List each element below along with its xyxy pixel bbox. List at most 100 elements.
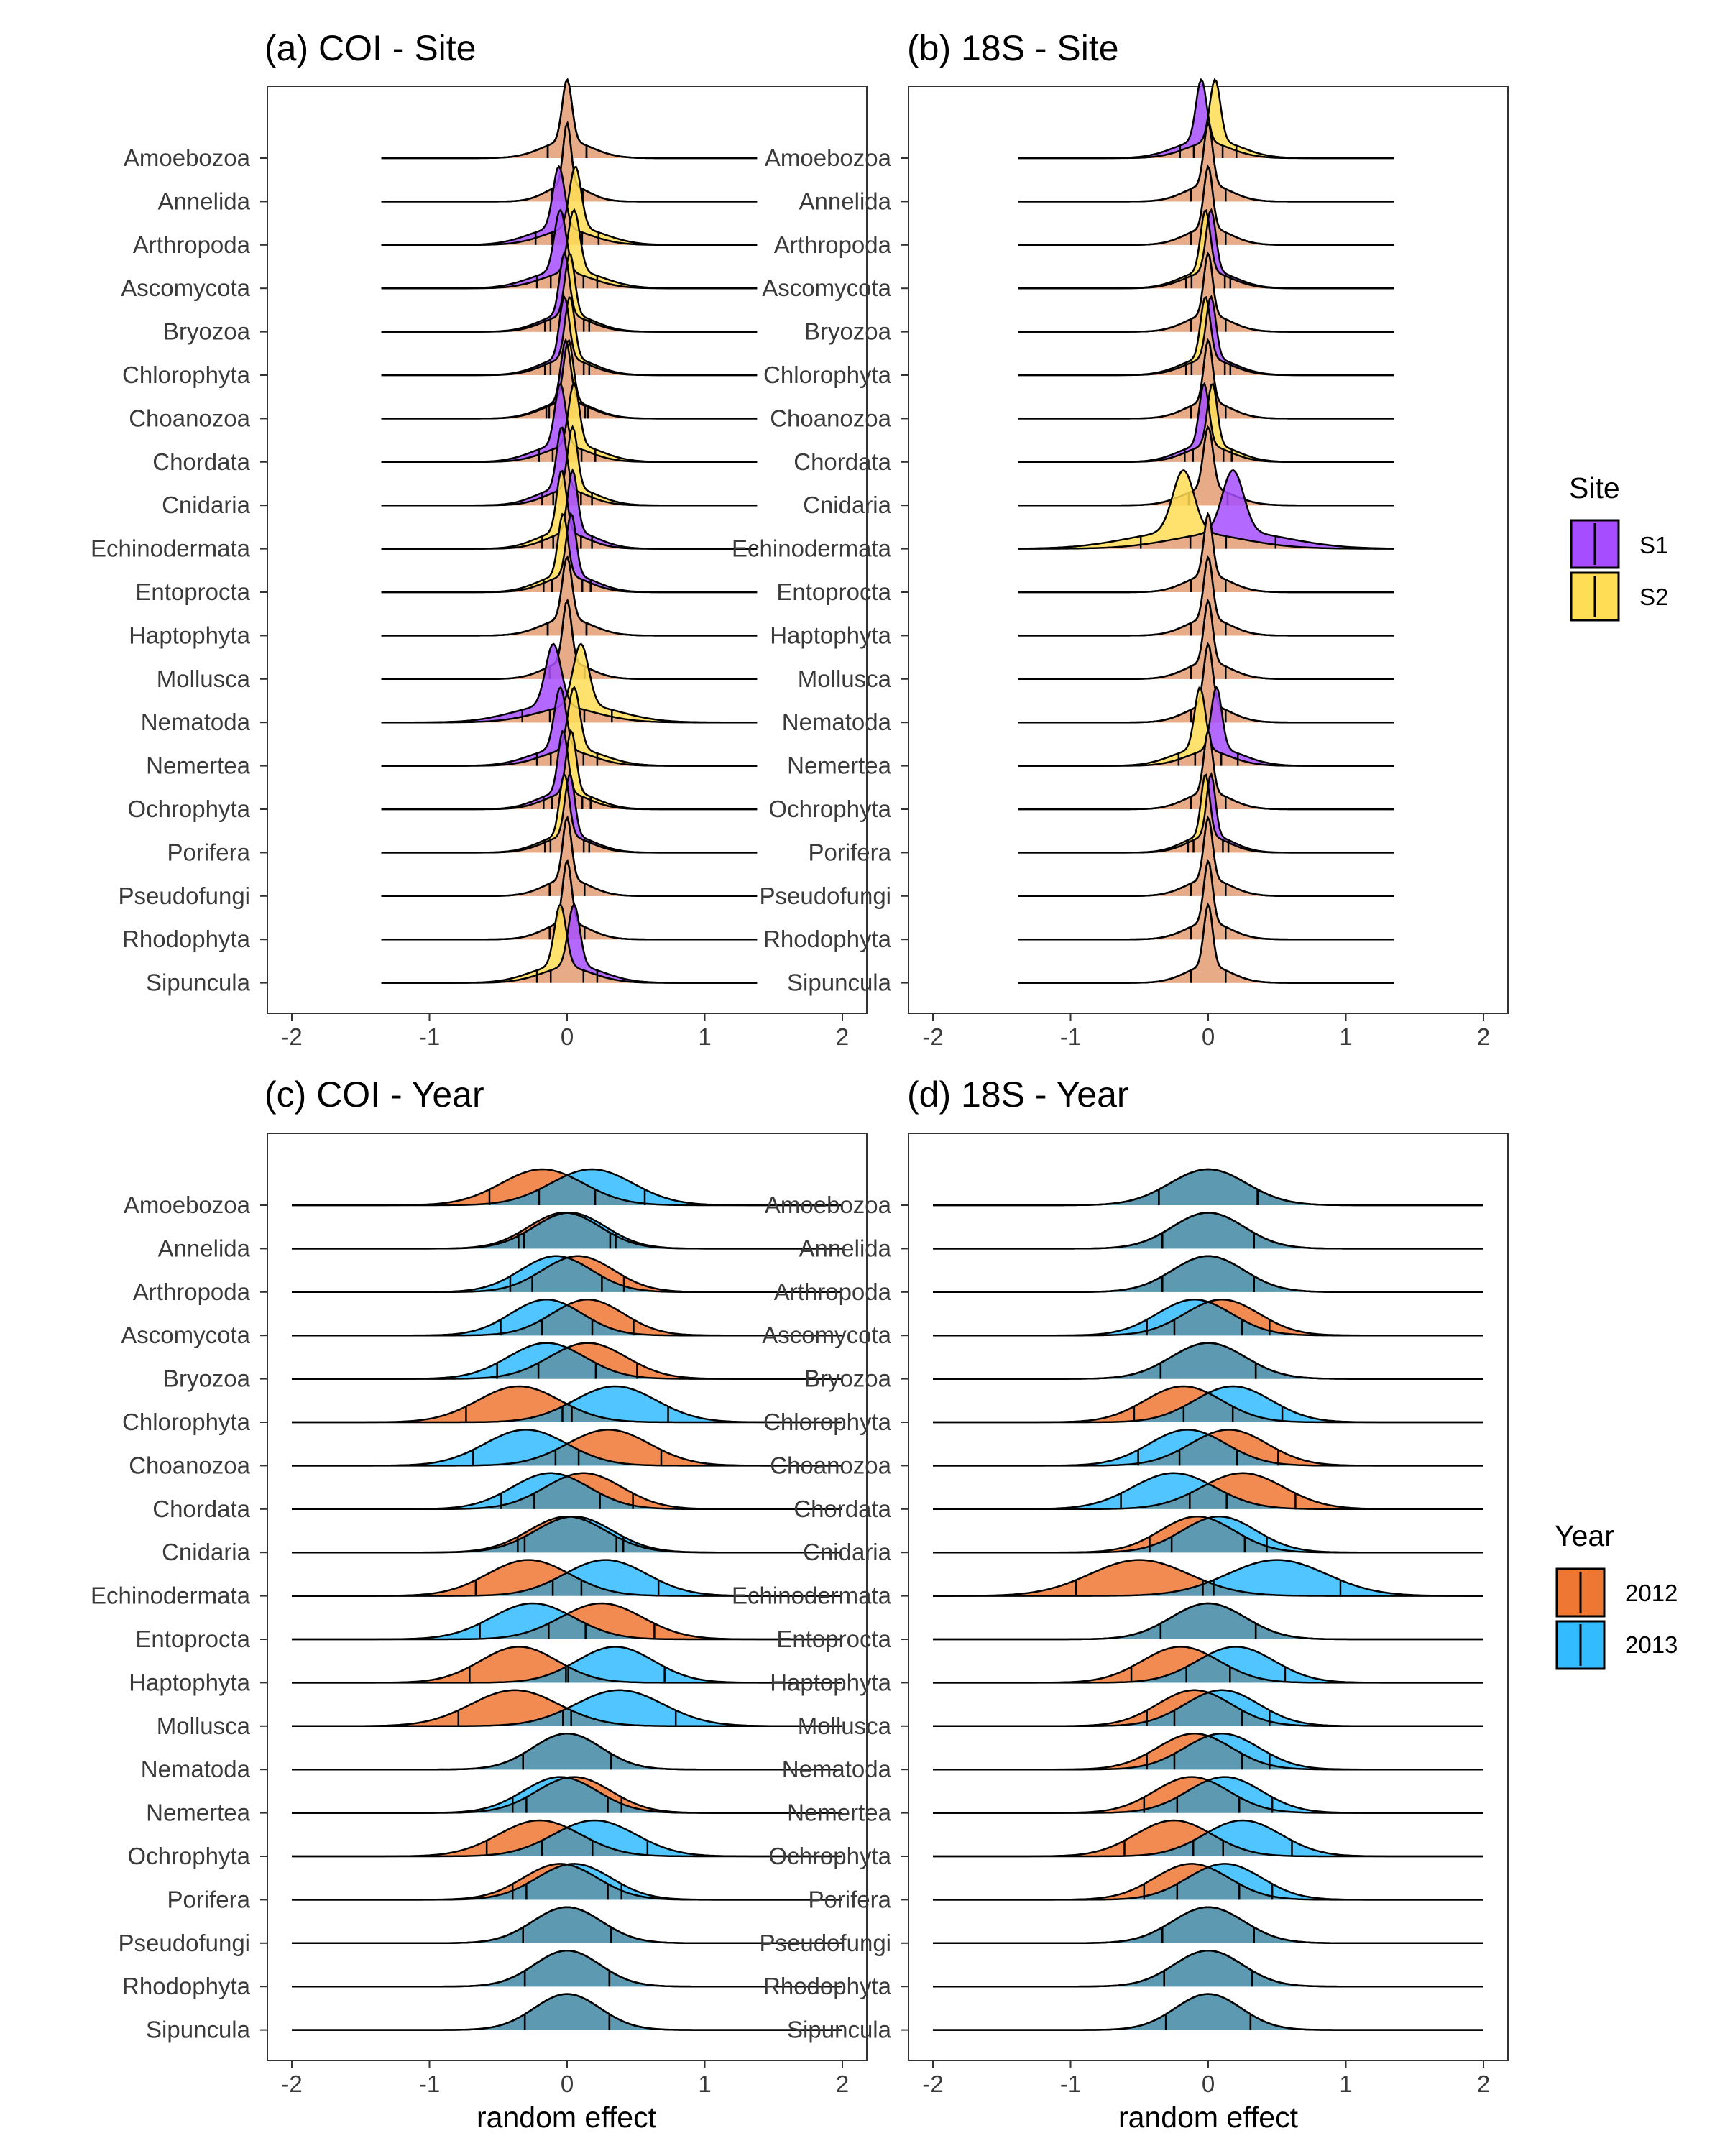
density-2013 <box>933 1560 1484 1596</box>
ridge-mollusca <box>933 1689 1484 1728</box>
y-tick-label: Sipuncula <box>146 2017 251 2043</box>
y-tick-label: Arthropoda <box>133 1279 251 1305</box>
ridge-choanozoa <box>933 1429 1484 1467</box>
density-overlap <box>933 1582 1484 1596</box>
density-overlap <box>292 1994 842 2030</box>
density-outline-2013 <box>933 1732 1484 1771</box>
density-outline-2013 <box>292 1472 842 1511</box>
y-tick-label: Nematoda <box>782 1756 892 1782</box>
density-outline-2013 <box>933 1255 1484 1294</box>
density-outline-2013 <box>933 1602 1484 1641</box>
density-outline-2013 <box>292 1168 842 1207</box>
y-tick-label: Annelida <box>158 188 251 214</box>
y-tick-label: Mollusca <box>157 1713 251 1739</box>
panel-d-x-axis-title: random effect <box>1118 2101 1299 2134</box>
y-tick-label: Ochrophyta <box>768 796 891 822</box>
ridge-choanozoa <box>1018 338 1394 420</box>
density-outline-2013 <box>292 1212 842 1250</box>
density-overlap <box>1018 788 1394 853</box>
density-overlap <box>1018 340 1394 419</box>
ridge-pseudofungi <box>292 1906 842 1945</box>
density-outline-S2 <box>381 165 758 247</box>
density-outline-S2 <box>1018 121 1394 203</box>
y-tick-label: Nemertea <box>146 1800 251 1826</box>
x-tick-label: -2 <box>922 2070 943 2097</box>
density-outline-S2 <box>381 729 758 811</box>
density-outline-S2 <box>1018 295 1394 377</box>
x-tick-label: -1 <box>1060 1023 1081 1050</box>
y-tick-label: Haptophyta <box>129 1669 250 1695</box>
y-tick-label: Bryozoa <box>804 318 892 345</box>
ridge-sipuncula <box>1018 902 1394 984</box>
y-tick-label: Echinodermata <box>91 1583 251 1609</box>
ridge-haptophyta <box>292 1646 842 1684</box>
density-outline-S2 <box>381 598 758 681</box>
density-overlap <box>933 1654 1484 1683</box>
density-outline-2013 <box>933 1472 1484 1511</box>
density-outline-S2 <box>1018 902 1394 984</box>
ridge-ascomycota <box>933 1298 1484 1337</box>
ridge-sipuncula <box>933 1993 1484 2031</box>
y-tick-label: Echinodermata <box>732 1583 892 1609</box>
site-legend-title: Site <box>1569 471 1620 505</box>
density-overlap <box>1018 308 1394 375</box>
x-tick-label: 1 <box>1339 2070 1352 2097</box>
y-tick-label: Entoprocta <box>135 579 250 605</box>
density-overlap <box>292 1516 842 1553</box>
ridge-arthropoda <box>1018 164 1394 247</box>
density-overlap <box>381 344 758 419</box>
density-outline-2013 <box>933 1429 1484 1467</box>
density-outline-2013 <box>933 1298 1484 1337</box>
density-outline-S2 <box>381 295 758 377</box>
y-tick-label: Arthropoda <box>774 231 892 258</box>
ridge-rhodophyta <box>381 859 758 941</box>
y-tick-label: Porifera <box>167 839 250 865</box>
density-overlap <box>381 817 758 896</box>
ridge-pseudofungi <box>1018 815 1394 898</box>
ridge-rhodophyta <box>1018 859 1394 941</box>
ridge-nemertea <box>292 1776 842 1814</box>
y-tick-label: Arthropoda <box>133 231 251 258</box>
ridge-ochrophyta <box>292 1819 842 1858</box>
year-legend-key-2012: 2012 <box>1555 1567 1678 1618</box>
ridge-porifera <box>381 772 758 854</box>
y-tick-label: Annelida <box>799 1235 892 1261</box>
y-tick-label: Choanozoa <box>129 1452 250 1478</box>
y-tick-label: Amoebozoa <box>765 144 892 171</box>
ridge-choanozoa <box>292 1429 842 1467</box>
density-overlap <box>1018 557 1394 636</box>
density-outline-S2 <box>381 469 758 550</box>
density-outline-2013 <box>292 1646 842 1684</box>
density-outline-S2 <box>381 686 758 767</box>
density-outline-2013 <box>292 1993 842 2031</box>
density-outline-2013 <box>933 1385 1484 1424</box>
density-outline-S2 <box>1018 555 1394 637</box>
density-outline-S2 <box>381 120 758 203</box>
y-tick-label: Nematoda <box>141 1756 251 1782</box>
y-tick-label: Rhodophyta <box>763 1973 892 1999</box>
ridge-chlorophyta <box>1018 295 1394 377</box>
density-outline-2013 <box>292 1863 842 1901</box>
density-outline-S2 <box>1018 642 1394 724</box>
x-tick-label: 0 <box>561 1023 574 1050</box>
y-tick-label: Haptophyta <box>770 622 891 648</box>
ridge-pseudofungi <box>933 1906 1484 1945</box>
density-outline-S2 <box>1018 209 1394 290</box>
y-tick-label: Bryozoa <box>163 1365 251 1392</box>
density-overlap <box>292 1828 842 1856</box>
ridge-haptophyta <box>381 555 758 637</box>
ridge-chordata <box>933 1472 1484 1511</box>
x-tick-label: 2 <box>1477 2070 1490 2097</box>
x-tick-label: -2 <box>922 1023 943 1050</box>
density-outline-2013 <box>292 1429 842 1467</box>
ridge-annelida <box>933 1212 1484 1250</box>
ridge-porifera <box>292 1863 842 1901</box>
density-outline-2013 <box>292 1906 842 1945</box>
ridge-rhodophyta <box>292 1949 842 1988</box>
density-outline-2013 <box>933 1559 1484 1597</box>
x-tick-label: 1 <box>1339 1023 1352 1050</box>
y-tick-label: Chlorophyta <box>763 1409 892 1435</box>
ridge-arthropoda <box>933 1255 1484 1294</box>
y-tick-label: Chordata <box>794 1496 891 1522</box>
